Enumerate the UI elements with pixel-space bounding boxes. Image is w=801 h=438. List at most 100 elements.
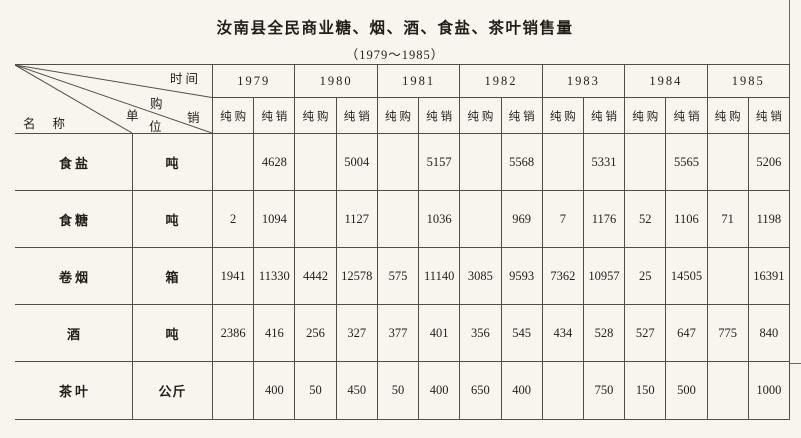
value-cell: 5157 bbox=[418, 134, 460, 191]
subheader-purchase: 纯购 bbox=[459, 98, 501, 134]
value-cell: 545 bbox=[500, 305, 542, 362]
value-cell bbox=[706, 134, 748, 191]
commodity-name: 卷烟 bbox=[15, 248, 132, 305]
value-cell: 528 bbox=[582, 305, 625, 362]
subheader-sale: 纯销 bbox=[335, 98, 377, 134]
value-cell: 50 bbox=[294, 362, 335, 419]
value-cell: 5206 bbox=[747, 134, 789, 191]
value-cell bbox=[624, 134, 666, 191]
value-cell: 1036 bbox=[418, 191, 460, 248]
value-cell: 50 bbox=[376, 362, 418, 419]
value-cell: 7362 bbox=[541, 248, 583, 305]
value-cell: 1106 bbox=[665, 191, 707, 248]
value-cell: 500 bbox=[665, 362, 706, 419]
value-cell: 10957 bbox=[582, 248, 625, 305]
value-cell: 1000 bbox=[747, 362, 789, 419]
scan-line-overhang bbox=[790, 363, 801, 364]
value-cell: 1094 bbox=[253, 191, 295, 248]
subheader-purchase: 纯购 bbox=[541, 98, 583, 134]
subheader-sale: 纯销 bbox=[418, 98, 460, 134]
sales-table: 时间 购 销 单 位 名称 1979 1980 1981 1982 1983 1… bbox=[15, 64, 790, 420]
corner-label-name: 名称 bbox=[23, 117, 83, 131]
value-cell bbox=[706, 248, 748, 305]
value-cell: 450 bbox=[335, 362, 377, 419]
subheader-sale: 纯销 bbox=[747, 98, 789, 134]
year-header-1980: 1980 bbox=[294, 65, 377, 98]
value-cell: 527 bbox=[624, 305, 666, 362]
scan-edge-line bbox=[789, 0, 790, 65]
diagonal-divider-lines bbox=[15, 65, 212, 133]
commodity-name: 食盐 bbox=[15, 134, 132, 191]
page-subtitle: （1979～1985） bbox=[345, 48, 445, 62]
year-header-1982: 1982 bbox=[459, 65, 542, 98]
unit-cell: 吨 bbox=[132, 134, 212, 191]
corner-label-sale: 销 bbox=[187, 111, 200, 125]
value-cell: 16391 bbox=[747, 248, 789, 305]
value-cell: 1176 bbox=[582, 191, 625, 248]
value-cell: 12578 bbox=[335, 248, 377, 305]
value-cell: 575 bbox=[376, 248, 419, 305]
value-cell bbox=[212, 362, 253, 419]
unit-cell: 公斤 bbox=[132, 362, 212, 419]
commodity-name: 酒 bbox=[15, 305, 132, 362]
value-cell: 71 bbox=[706, 191, 748, 248]
unit-cell: 吨 bbox=[132, 305, 212, 362]
value-cell: 150 bbox=[624, 362, 665, 419]
value-cell: 5004 bbox=[335, 134, 377, 191]
unit-cell: 吨 bbox=[132, 191, 212, 248]
value-cell: 416 bbox=[253, 305, 295, 362]
value-cell: 14505 bbox=[665, 248, 707, 305]
subheader-purchase: 纯购 bbox=[706, 98, 748, 134]
value-cell: 7 bbox=[541, 191, 583, 248]
subheader-purchase: 纯购 bbox=[376, 98, 419, 134]
subheader-sale: 纯销 bbox=[665, 98, 707, 134]
value-cell bbox=[294, 134, 336, 191]
value-cell: 356 bbox=[459, 305, 501, 362]
commodity-name: 食糖 bbox=[15, 191, 132, 248]
value-cell bbox=[459, 191, 501, 248]
value-cell: 4628 bbox=[253, 134, 295, 191]
commodity-name: 茶叶 bbox=[58, 384, 91, 399]
corner-label-unit-upper: 单 bbox=[126, 109, 139, 123]
value-cell: 1127 bbox=[335, 191, 377, 248]
year-header-1984: 1984 bbox=[624, 65, 707, 98]
value-cell: 3085 bbox=[459, 248, 501, 305]
value-cell: 5565 bbox=[665, 134, 707, 191]
value-cell bbox=[376, 191, 419, 248]
subheader-purchase: 纯购 bbox=[624, 98, 666, 134]
value-cell: 647 bbox=[665, 305, 707, 362]
page-title: 汝南县全民商业糖、烟、酒、食盐、茶叶销售量 bbox=[216, 20, 574, 37]
value-cell bbox=[294, 191, 336, 248]
value-cell: 25 bbox=[624, 248, 666, 305]
value-cell: 4442 bbox=[294, 248, 336, 305]
value-cell: 2386 bbox=[212, 305, 254, 362]
corner-header-cell: 时间 购 销 单 位 名称 bbox=[15, 65, 212, 134]
value-cell bbox=[541, 134, 583, 191]
value-cell bbox=[459, 134, 501, 191]
corner-label-unit-lower: 位 bbox=[149, 120, 162, 134]
value-cell: 5568 bbox=[500, 134, 542, 191]
value-cell: 1198 bbox=[747, 191, 789, 248]
year-header-1983: 1983 bbox=[541, 65, 625, 98]
value-cell: 11330 bbox=[253, 248, 295, 305]
value-cell: 650 bbox=[459, 362, 500, 419]
year-header-1981: 1981 bbox=[376, 65, 460, 98]
value-cell: 52 bbox=[624, 191, 666, 248]
value-cell: 2 bbox=[212, 191, 254, 248]
year-header-1979: 1979 bbox=[212, 65, 295, 98]
value-cell bbox=[212, 134, 254, 191]
corner-label-time: 时间 bbox=[169, 72, 201, 86]
subheader-purchase: 纯购 bbox=[294, 98, 336, 134]
value-cell: 434 bbox=[541, 305, 583, 362]
value-cell bbox=[541, 362, 583, 419]
corner-label-purchase: 购 bbox=[150, 97, 163, 111]
value-cell: 969 bbox=[500, 191, 542, 248]
year-header-1985: 1985 bbox=[706, 65, 789, 98]
value-cell: 256 bbox=[294, 305, 336, 362]
value-cell: 9593 bbox=[500, 248, 542, 305]
value-cell: 11140 bbox=[418, 248, 460, 305]
value-cell: 327 bbox=[335, 305, 377, 362]
subheader-purchase: 纯购 bbox=[212, 98, 254, 134]
value-cell: 400 bbox=[253, 362, 294, 419]
